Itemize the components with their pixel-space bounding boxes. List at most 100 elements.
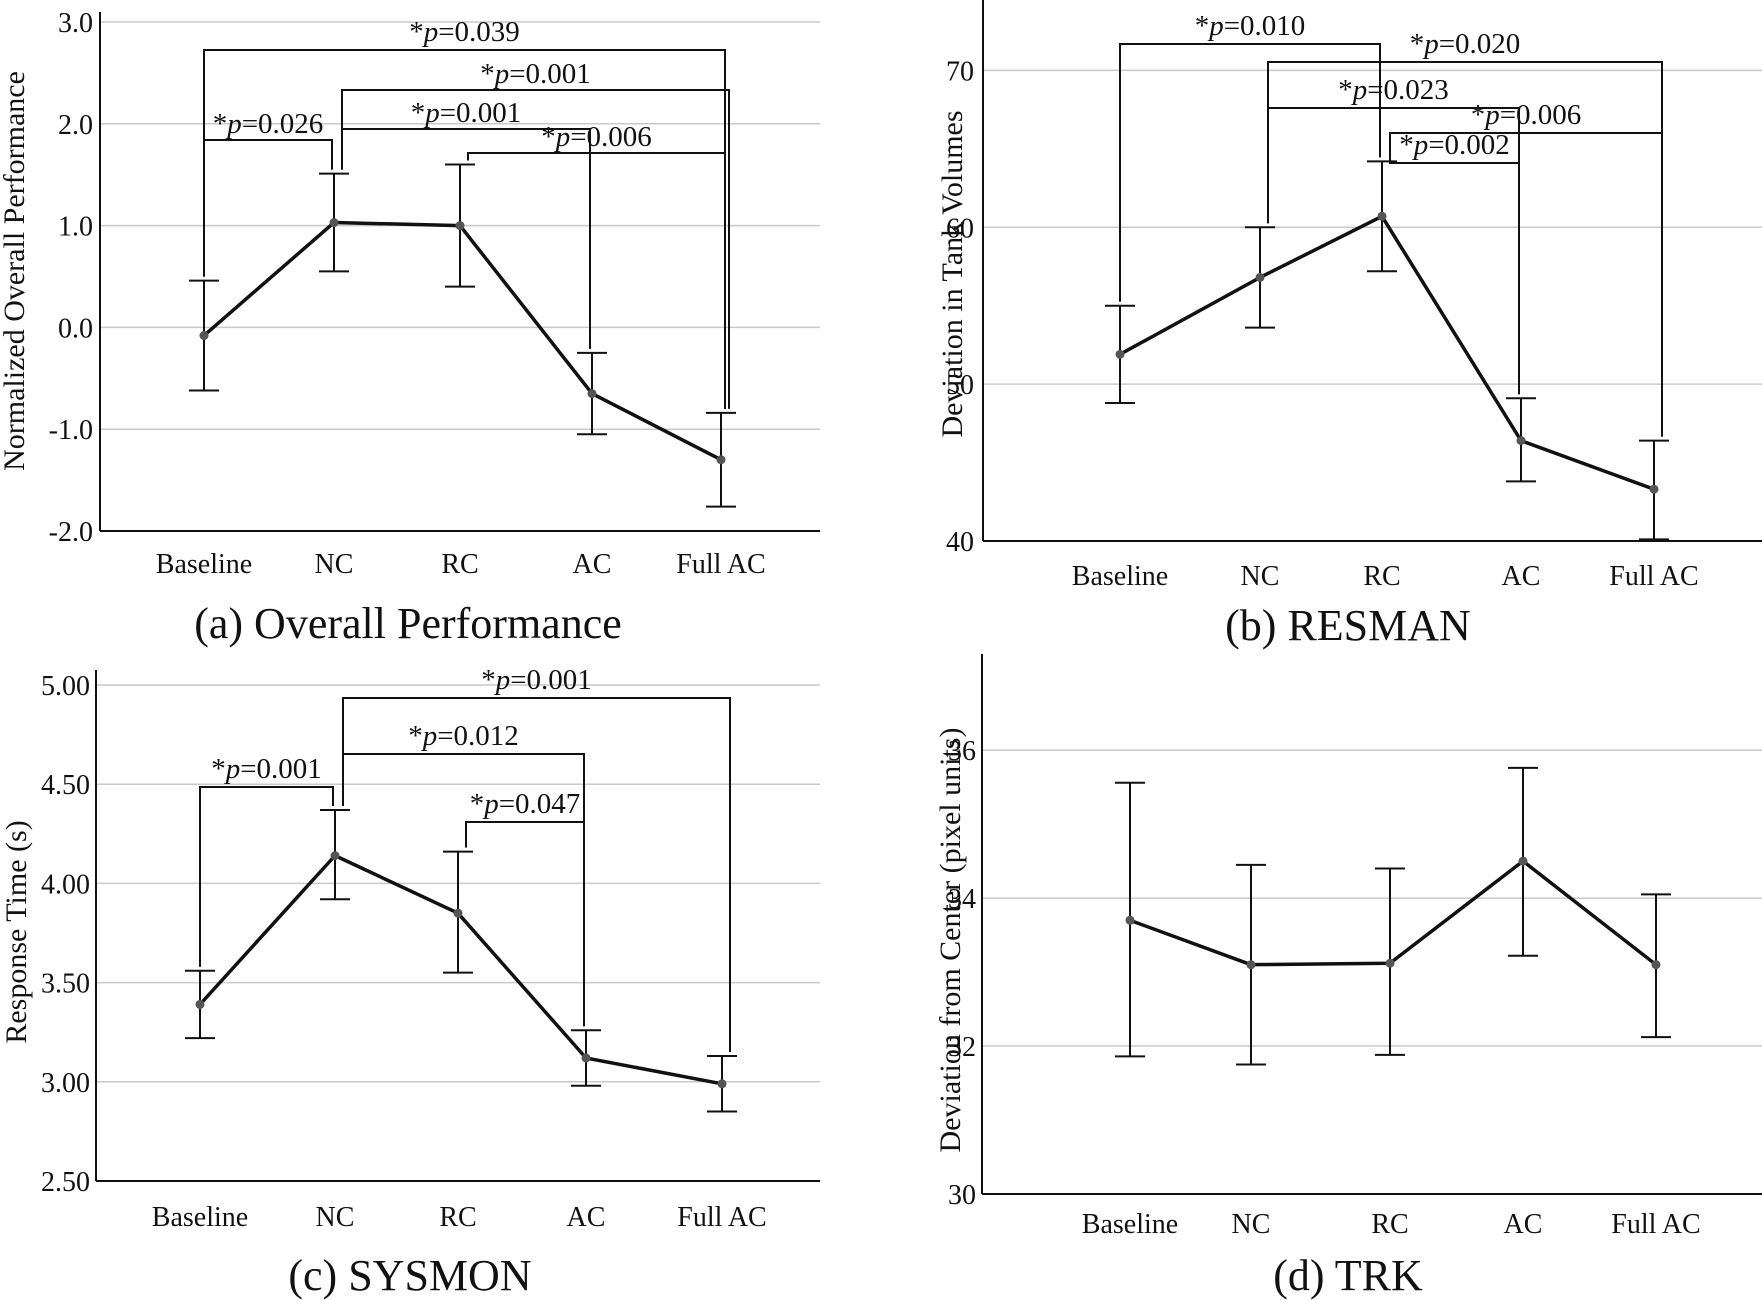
x-tick-label-baseline: Baseline bbox=[152, 1202, 248, 1233]
significance-bracket bbox=[341, 128, 591, 349]
data-point-ac bbox=[1518, 856, 1528, 866]
p-value-label: *p=0.006 bbox=[1471, 99, 1582, 131]
p-value-label: *p=0.020 bbox=[1410, 28, 1521, 60]
significance-star: * bbox=[409, 16, 424, 48]
significance-bracket bbox=[342, 697, 731, 1053]
x-tick-label-rc: RC bbox=[1363, 561, 1400, 592]
y-tick-label: 60 bbox=[946, 213, 974, 244]
significance-bracket bbox=[1119, 43, 1381, 302]
data-point-ac bbox=[1516, 436, 1526, 446]
y-tick-label: 0.0 bbox=[58, 313, 93, 344]
p-symbol: p bbox=[1412, 129, 1429, 161]
panel-caption: (b) RESMAN bbox=[1225, 601, 1471, 650]
x-tick-label-rc: RC bbox=[1371, 1209, 1408, 1240]
data-point-ac bbox=[587, 389, 597, 399]
x-tick-label-rc: RC bbox=[441, 549, 478, 580]
data-point-baseline bbox=[1115, 349, 1125, 359]
significance-bracket bbox=[1389, 157, 1520, 395]
p-value: =0.002 bbox=[1428, 129, 1510, 161]
p-value-label: *p=0.026 bbox=[213, 108, 324, 140]
p-symbol: p bbox=[225, 108, 242, 140]
p-value-label: *p=0.001 bbox=[411, 97, 522, 129]
panel-sysmon: 2.50 3.00 3.50 4.00 4.50 5.00 Response Time (s… bbox=[0, 664, 820, 1300]
x-tick-label-rc: RC bbox=[439, 1202, 476, 1233]
p-value: =0.001 bbox=[440, 97, 522, 129]
data-point-full-ac bbox=[1649, 484, 1659, 494]
panel-caption: (c) SYSMON bbox=[288, 1251, 531, 1300]
p-symbol: p bbox=[423, 97, 440, 129]
x-tick-label-full-ac: Full AC bbox=[1611, 1209, 1700, 1240]
p-value: =0.023 bbox=[1367, 74, 1449, 106]
x-tick-label-ac: AC bbox=[567, 1202, 606, 1233]
y-tick-label: 30 bbox=[948, 1180, 976, 1211]
p-symbol: p bbox=[224, 753, 241, 785]
p-value: =0.001 bbox=[509, 58, 591, 90]
significance-bracket bbox=[1389, 132, 1663, 437]
y-axis-label: Normalized Overall Performance bbox=[0, 71, 31, 471]
p-symbol: p bbox=[493, 58, 510, 90]
p-value: =0.020 bbox=[1439, 28, 1521, 60]
y-tick-label: 3.00 bbox=[41, 1068, 90, 1099]
p-symbol: p bbox=[1422, 28, 1439, 60]
x-tick-label-nc: NC bbox=[1241, 561, 1280, 592]
x-tick-label-baseline: Baseline bbox=[156, 549, 252, 580]
p-value-label: *p=0.010 bbox=[1195, 10, 1306, 42]
p-value: =0.001 bbox=[240, 753, 322, 785]
data-point-rc bbox=[1385, 958, 1395, 968]
p-symbol: p bbox=[494, 664, 511, 696]
p-value-label: *p=0.006 bbox=[541, 121, 652, 153]
y-tick-label: 2.50 bbox=[41, 1167, 90, 1198]
p-value: =0.026 bbox=[242, 108, 324, 140]
y-tick-label: 3.0 bbox=[58, 8, 93, 39]
data-point-nc bbox=[1255, 272, 1265, 282]
significance-star: * bbox=[480, 58, 495, 90]
significance-bracket bbox=[1267, 61, 1663, 437]
significance-bracket bbox=[467, 152, 726, 409]
data-point-baseline bbox=[1125, 915, 1135, 925]
data-point-nc bbox=[1246, 960, 1256, 970]
p-value-label: *p=0.047 bbox=[470, 788, 581, 820]
significance-bracket bbox=[203, 49, 726, 409]
y-tick-label: 40 bbox=[946, 527, 974, 558]
p-value: =0.039 bbox=[438, 16, 520, 48]
p-value: =0.006 bbox=[570, 121, 652, 153]
data-point-rc bbox=[1377, 211, 1387, 221]
p-value: =0.012 bbox=[437, 720, 519, 752]
significance-star: * bbox=[411, 97, 426, 129]
p-symbol: p bbox=[482, 788, 499, 820]
panel-overall-performance: -2.0 -1.0 0.0 1.0 2.0 3.0 Normalized Overall P… bbox=[0, 8, 820, 648]
x-tick-label-baseline: Baseline bbox=[1072, 561, 1168, 592]
x-tick-label-full-ac: Full AC bbox=[677, 1202, 766, 1233]
p-value: =0.010 bbox=[1224, 10, 1306, 42]
mean-line bbox=[198, 853, 723, 1086]
p-value-label: *p=0.001 bbox=[211, 753, 322, 785]
y-tick-label: 36 bbox=[948, 736, 976, 767]
x-tick-label-nc: NC bbox=[316, 1202, 355, 1233]
panel-resman: 40 50 60 70 Deviation in Tank Volumes Baselin… bbox=[936, 0, 1762, 650]
p-value: =0.001 bbox=[510, 664, 592, 696]
panel-caption: (a) Overall Performance bbox=[194, 599, 622, 648]
data-point-nc bbox=[329, 218, 339, 228]
p-symbol: p bbox=[554, 121, 571, 153]
p-value-label: *p=0.039 bbox=[409, 16, 520, 48]
significance-star: * bbox=[481, 664, 496, 696]
p-symbol: p bbox=[422, 16, 439, 48]
y-axis-label: Deviation in Tank Volumes bbox=[936, 110, 969, 437]
panel-caption: (d) TRK bbox=[1273, 1251, 1423, 1300]
p-value-label: *p=0.001 bbox=[481, 664, 592, 696]
x-tick-label-nc: NC bbox=[1232, 1209, 1271, 1240]
significance-star: * bbox=[541, 121, 556, 153]
y-tick-label: 2.0 bbox=[58, 110, 93, 141]
significance-star: * bbox=[213, 108, 228, 140]
p-value-label: *p=0.023 bbox=[1338, 74, 1449, 106]
data-point-baseline bbox=[195, 999, 205, 1009]
significance-star: * bbox=[1471, 99, 1486, 131]
significance-star: * bbox=[1399, 129, 1414, 161]
significance-star: * bbox=[470, 788, 485, 820]
significance-star: * bbox=[211, 753, 226, 785]
y-axis-label: Deviation from Center (pixel units) bbox=[934, 728, 967, 1153]
data-point-full-ac bbox=[1651, 960, 1661, 970]
data-point-rc bbox=[453, 908, 463, 918]
